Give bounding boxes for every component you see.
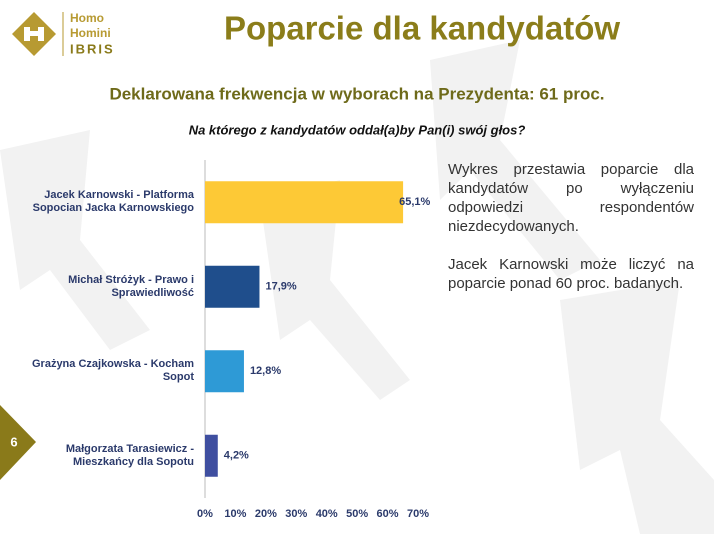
bar <box>205 350 244 393</box>
bar <box>205 265 260 308</box>
x-tick-label: 70% <box>407 508 429 520</box>
x-tick-label: 20% <box>255 508 277 520</box>
chart-subtitle: Deklarowana frekwencja w wyborach na Pre… <box>109 84 604 103</box>
category-label: Michał Stróżyk - Prawo i Sprawiedliwość <box>68 273 194 299</box>
logo-pattern <box>24 27 44 41</box>
chart-question: Na którego z kandydatów oddał(a)by Pan(i… <box>189 122 526 137</box>
x-tick-label: 50% <box>346 508 368 520</box>
page-number: 6 <box>10 434 17 449</box>
category-label: Jacek Karnowski - Platforma Sopocian Jac… <box>32 189 194 215</box>
x-tick-label: 10% <box>224 508 246 520</box>
bar <box>205 181 404 224</box>
logo-text: Homo <box>70 11 104 25</box>
chart-title: Poparcie dla kandydatów <box>224 10 620 47</box>
logo-text: IBRIS <box>70 41 115 56</box>
category-label: Grażyna Czajkowska - Kocham Sopot <box>31 358 194 384</box>
x-tick-label: 30% <box>285 508 307 520</box>
x-tick-label: 60% <box>377 508 399 520</box>
x-tick-label: 40% <box>316 508 338 520</box>
value-label: 4,2% <box>224 450 249 462</box>
logo-text: Homini <box>70 26 111 40</box>
page-badge <box>0 405 36 480</box>
value-label: 65,1% <box>399 196 430 208</box>
description: Wykres przestawia poparcie dla kandydató… <box>448 161 694 235</box>
category-label: Małgorzata Tarasiewicz - Mieszkańcy dla … <box>65 442 194 468</box>
bar <box>205 434 218 477</box>
x-tick-label: 0% <box>197 508 213 520</box>
value-label: 17,9% <box>265 281 296 293</box>
description: Jacek Karnowski może liczyć na poparcie … <box>448 256 694 292</box>
background-arrows <box>0 40 714 534</box>
value-label: 12,8% <box>250 365 281 377</box>
